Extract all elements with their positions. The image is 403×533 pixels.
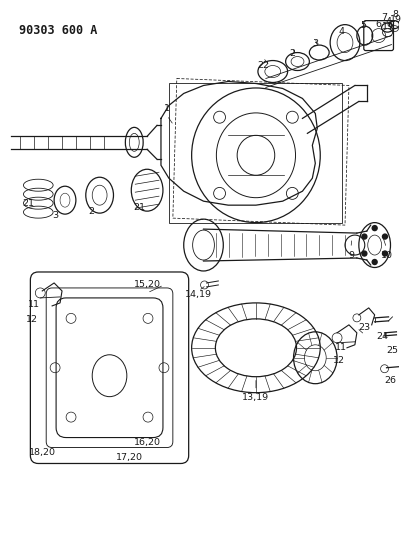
Text: 12: 12 [26,316,38,325]
Text: 25: 25 [386,346,399,356]
Circle shape [372,260,377,264]
Circle shape [382,251,387,256]
Text: 3: 3 [312,39,318,48]
Text: 21: 21 [23,199,34,208]
Text: 9: 9 [348,251,354,260]
Text: 23: 23 [359,324,371,333]
Text: 21: 21 [133,203,145,212]
Text: 11: 11 [335,343,347,352]
Text: 1: 1 [164,104,170,113]
Text: 22: 22 [257,61,269,70]
Text: 11: 11 [28,301,40,309]
Text: 14,19: 14,19 [185,290,212,300]
Text: 5: 5 [360,21,366,30]
Text: 10: 10 [380,251,393,260]
Circle shape [382,234,387,239]
Text: 3: 3 [52,211,58,220]
Text: 4: 4 [386,17,392,26]
Text: 90303 600 A: 90303 600 A [19,23,97,37]
Text: 2: 2 [289,49,295,58]
Circle shape [372,225,377,231]
Text: 17,20: 17,20 [116,453,143,462]
Text: 4: 4 [338,27,344,36]
Text: 6: 6 [376,20,382,29]
Circle shape [362,234,367,239]
Text: 26: 26 [384,376,397,385]
Text: 8: 8 [393,10,399,19]
Text: 19: 19 [382,22,394,31]
Text: 13,19: 13,19 [242,393,270,402]
Text: 19: 19 [389,15,401,24]
Circle shape [362,251,367,256]
Text: 7: 7 [382,13,388,22]
Text: 12: 12 [333,356,345,365]
Text: 2: 2 [89,207,95,216]
Text: 18,20: 18,20 [29,448,56,457]
Text: 15,20: 15,20 [134,280,161,289]
Text: 24: 24 [376,332,388,341]
Text: 16,20: 16,20 [134,438,161,447]
